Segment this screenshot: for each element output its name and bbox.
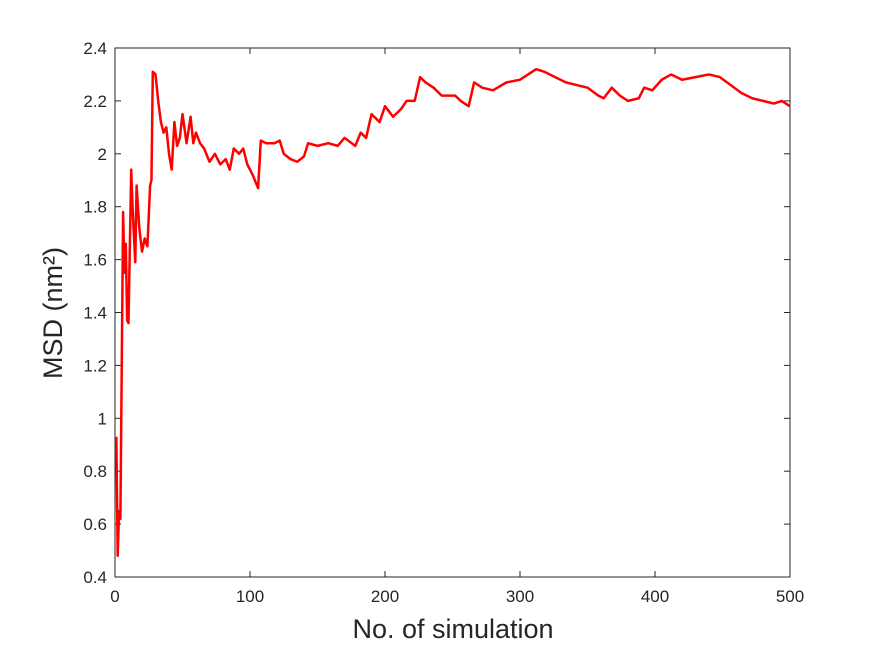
x-tick-label: 300 <box>506 587 534 606</box>
x-tick-label: 100 <box>236 587 264 606</box>
y-tick-label: 0.6 <box>83 515 107 534</box>
y-axis-label: MSD (nm²) <box>38 247 68 379</box>
y-tick-label: 0.4 <box>83 568 107 587</box>
x-tick-label: 500 <box>776 587 804 606</box>
y-tick-label: 1.6 <box>83 251 107 270</box>
plot-area <box>114 47 791 578</box>
y-tick-label: 1.2 <box>83 356 107 375</box>
x-tick-label: 400 <box>641 587 669 606</box>
y-tick-label: 0.8 <box>83 462 107 481</box>
y-tick-label: 2.2 <box>83 92 107 111</box>
y-tick-label: 1 <box>98 409 107 428</box>
y-tick-label: 1.4 <box>83 304 107 323</box>
data-line <box>115 67 791 558</box>
y-tick-label: 1.8 <box>83 198 107 217</box>
x-axis-label: No. of simulation <box>352 614 553 644</box>
x-tick-label: 200 <box>371 587 399 606</box>
y-tick-label: 2.4 <box>83 39 107 58</box>
y-tick-label: 2 <box>98 145 107 164</box>
x-tick-label: 0 <box>110 587 119 606</box>
